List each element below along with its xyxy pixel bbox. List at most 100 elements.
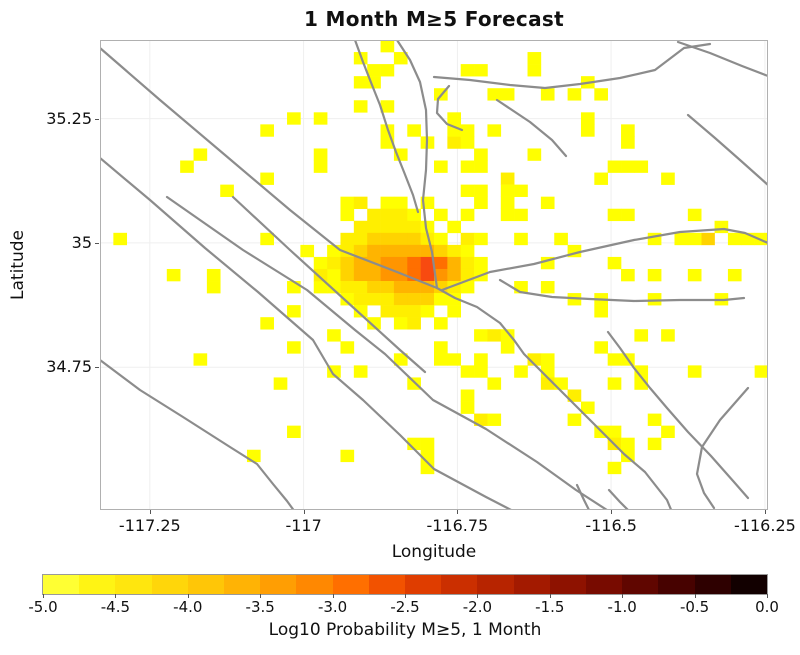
colorbar-tick-mark — [549, 594, 551, 598]
heatmap-cell — [474, 196, 488, 210]
fault-line — [100, 358, 295, 510]
heatmap-cell — [367, 293, 381, 306]
heatmap-cell — [380, 281, 395, 294]
heatmap-cell — [447, 268, 462, 282]
heatmap-cell — [621, 208, 635, 222]
heatmap-cell — [607, 353, 622, 366]
heatmap-cell — [474, 160, 488, 173]
heatmap-cell — [260, 317, 274, 330]
heatmap-cell — [193, 353, 208, 366]
heatmap-cell — [527, 64, 542, 77]
forecast-heatmap — [100, 40, 768, 510]
heatmap-cell — [447, 112, 462, 125]
heatmap-cell — [260, 172, 274, 185]
plot-border — [100, 40, 768, 510]
heatmap-cell — [380, 208, 395, 222]
colorbar-tick-label: 0.0 — [755, 598, 779, 616]
heatmap-cell — [287, 341, 301, 354]
heatmap-cell — [420, 220, 435, 234]
fault-line — [606, 330, 750, 500]
heatmap-cell — [460, 208, 475, 222]
heatmap-cell — [287, 112, 301, 125]
colorbar-tick-label: -2.5 — [390, 598, 420, 616]
heatmap-cell — [353, 196, 368, 210]
heatmap-cell — [594, 88, 608, 101]
heatmap-cell — [407, 232, 421, 246]
y-tick-label: 35 — [71, 232, 92, 252]
heatmap-cell — [500, 184, 515, 197]
heatmap-cell — [353, 100, 368, 113]
heatmap-cell — [380, 268, 395, 282]
heatmap-cell — [393, 244, 408, 258]
heatmap-cell — [687, 208, 702, 222]
heatmap-cell — [180, 160, 194, 173]
heatmap-cell — [420, 305, 435, 318]
colorbar-tick-label: -3.0 — [317, 598, 348, 616]
colorbar-tick-mark — [477, 594, 479, 598]
heatmap-cell — [434, 244, 448, 258]
heatmap-cell — [393, 293, 408, 306]
heatmap-cell — [287, 305, 301, 318]
heatmap-cell — [607, 160, 622, 173]
heatmap-cell — [340, 208, 355, 222]
heatmap-cell — [460, 281, 475, 294]
heatmap-cell — [300, 244, 315, 258]
heatmap-cell — [420, 281, 435, 294]
heatmap-cell — [166, 268, 181, 282]
heatmap-cell — [714, 220, 729, 234]
colorbar-tick-label: -1.0 — [607, 598, 637, 616]
fault-line — [435, 286, 673, 510]
heatmap-cell — [567, 88, 582, 101]
heatmap-cell — [260, 124, 274, 137]
heatmap-cell — [447, 256, 462, 270]
heatmap-cell — [527, 148, 542, 161]
heatmap-cell — [407, 305, 421, 318]
heatmap-cell — [420, 437, 435, 451]
heatmap-cell — [607, 425, 622, 438]
heatmap-cell — [447, 353, 462, 366]
heatmap-cell — [487, 413, 502, 426]
heatmap-cell — [434, 256, 448, 270]
heatmap-cell — [474, 184, 488, 197]
fault-line — [100, 46, 439, 290]
colorbar-tick-mark — [694, 594, 696, 598]
heatmap-cell — [393, 281, 408, 294]
heatmap-cell — [474, 232, 488, 246]
heatmap-cell — [460, 64, 475, 77]
y-tick-mark — [95, 242, 99, 244]
heatmap-cell — [487, 329, 502, 342]
heatmap-cell — [634, 329, 649, 342]
heatmap-cell — [674, 232, 689, 246]
heatmap-cell — [607, 256, 622, 270]
heatmap-cell — [594, 305, 608, 318]
heatmap-cell — [407, 256, 421, 270]
heatmap-cell — [460, 389, 475, 402]
colorbar-tick-label: -4.5 — [100, 598, 131, 616]
colorbar-segment — [549, 575, 587, 594]
colorbar-segment — [441, 575, 478, 594]
heatmap-cell — [434, 208, 448, 222]
heatmap-cell — [407, 124, 421, 137]
heatmap-cell — [594, 172, 608, 185]
heatmap-cell — [380, 220, 395, 234]
heatmap-cell — [393, 317, 408, 330]
fault-line — [676, 40, 768, 78]
x-axis-label: Longitude — [391, 542, 477, 562]
heatmap-cell — [580, 112, 595, 125]
heatmap-cell — [420, 293, 435, 306]
heatmap-cell — [621, 268, 635, 282]
heatmap-cell — [340, 341, 355, 354]
heatmap-cell — [460, 256, 475, 270]
heatmap-cell — [380, 244, 395, 258]
colorbar-segment — [622, 575, 659, 594]
heatmap-cell — [340, 232, 355, 246]
heatmap-cell — [367, 220, 381, 234]
colorbar-segment — [586, 575, 623, 594]
heatmap-cell — [434, 341, 448, 354]
heatmap-cell — [447, 220, 462, 234]
heatmap-cell — [353, 232, 368, 246]
colorbar-tick-mark — [43, 594, 44, 598]
heatmap-cell — [434, 268, 448, 282]
colorbar — [42, 574, 768, 595]
heatmap-cell — [340, 256, 355, 270]
